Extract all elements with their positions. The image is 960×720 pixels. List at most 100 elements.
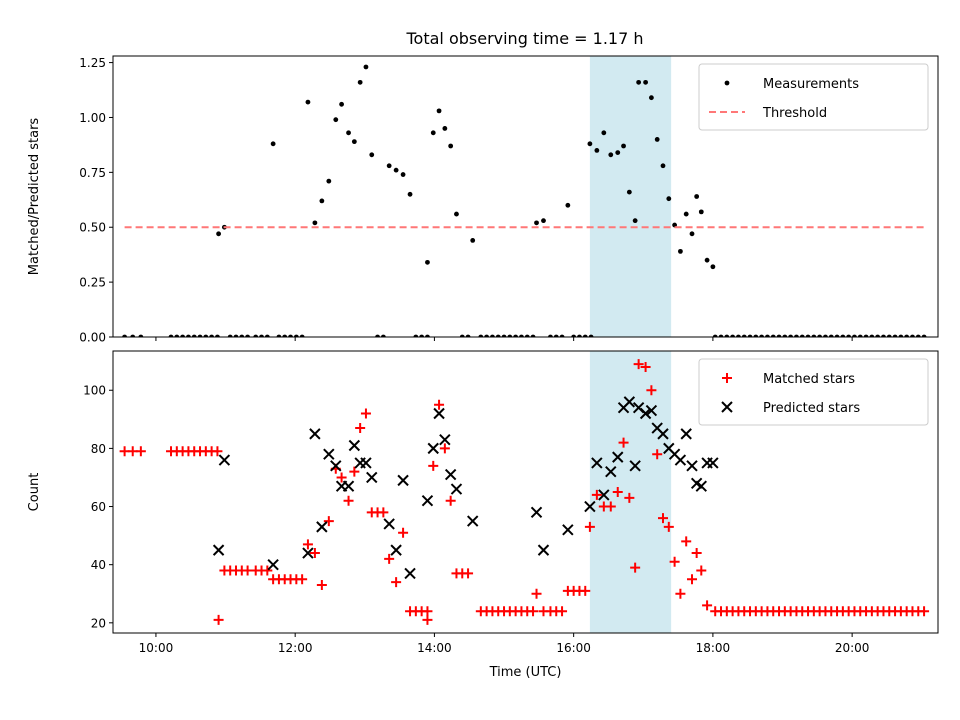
data-point bbox=[398, 527, 409, 538]
data-point bbox=[612, 451, 624, 463]
data-point bbox=[834, 334, 840, 337]
data-point bbox=[892, 334, 898, 337]
data-point bbox=[531, 588, 542, 599]
legend-marker bbox=[724, 80, 730, 86]
data-point bbox=[654, 137, 660, 142]
data-point bbox=[636, 79, 642, 85]
data-point bbox=[695, 480, 707, 492]
data-point bbox=[253, 334, 259, 337]
data-point bbox=[212, 544, 225, 556]
data-point bbox=[276, 334, 282, 337]
data-point bbox=[817, 334, 823, 337]
data-point bbox=[380, 334, 386, 337]
data-point bbox=[270, 141, 276, 147]
data-point bbox=[678, 248, 683, 254]
data-point bbox=[459, 334, 465, 337]
data-point bbox=[840, 334, 846, 337]
series-matched-stars bbox=[119, 359, 930, 625]
data-point bbox=[587, 141, 593, 147]
data-point bbox=[316, 580, 327, 591]
data-point bbox=[312, 220, 318, 226]
data-point bbox=[584, 500, 596, 513]
data-point bbox=[323, 516, 334, 527]
data-point bbox=[342, 480, 355, 492]
data-point bbox=[869, 334, 875, 337]
data-point bbox=[524, 334, 530, 337]
data-point bbox=[436, 108, 442, 114]
data-point bbox=[537, 544, 550, 556]
data-point bbox=[584, 521, 595, 532]
data-point bbox=[643, 79, 648, 85]
observing-window-span bbox=[589, 56, 672, 337]
data-point bbox=[305, 99, 311, 105]
data-point bbox=[759, 334, 765, 337]
data-point bbox=[439, 433, 451, 446]
series-measurements bbox=[122, 64, 927, 337]
data-point bbox=[765, 334, 770, 337]
data-point bbox=[594, 147, 600, 153]
data-point bbox=[698, 209, 704, 215]
data-point bbox=[663, 521, 674, 532]
data-point bbox=[197, 334, 203, 337]
data-point bbox=[640, 361, 651, 372]
data-point bbox=[863, 334, 869, 337]
data-point bbox=[293, 334, 299, 337]
data-point bbox=[465, 334, 471, 337]
data-point bbox=[621, 143, 626, 149]
data-point bbox=[770, 334, 776, 337]
data-point bbox=[666, 196, 672, 202]
data-point bbox=[645, 404, 658, 417]
data-point bbox=[886, 334, 892, 337]
data-point bbox=[828, 334, 834, 337]
data-point bbox=[580, 585, 591, 596]
data-point bbox=[363, 64, 369, 70]
data-point bbox=[633, 359, 644, 370]
data-point bbox=[753, 334, 759, 337]
data-point bbox=[428, 460, 439, 471]
data-point bbox=[686, 460, 698, 472]
data-point bbox=[669, 556, 680, 567]
data-point bbox=[130, 334, 136, 337]
data-point bbox=[528, 606, 539, 617]
data-point bbox=[788, 334, 794, 337]
data-point bbox=[267, 558, 279, 571]
data-point bbox=[632, 218, 638, 224]
data-point bbox=[174, 334, 180, 337]
data-point bbox=[375, 334, 380, 337]
data-point bbox=[707, 457, 719, 469]
data-point bbox=[470, 238, 476, 243]
data-point bbox=[852, 334, 857, 337]
data-point bbox=[782, 334, 788, 337]
data-point bbox=[630, 562, 641, 573]
legend-label: Matched stars bbox=[763, 372, 855, 387]
data-point bbox=[400, 172, 406, 177]
data-point bbox=[687, 574, 698, 585]
data-point bbox=[421, 495, 434, 507]
data-point bbox=[490, 334, 495, 337]
data-point bbox=[846, 334, 852, 337]
data-point bbox=[186, 334, 191, 337]
data-point bbox=[710, 264, 716, 270]
data-point bbox=[623, 396, 636, 408]
data-point bbox=[288, 334, 293, 337]
data-point bbox=[507, 334, 513, 337]
data-point bbox=[191, 334, 197, 337]
data-point bbox=[316, 521, 328, 533]
data-point bbox=[875, 334, 881, 337]
data-point bbox=[559, 334, 565, 337]
data-point bbox=[658, 513, 668, 524]
data-point bbox=[898, 334, 904, 337]
y-tick-label: 1.25 bbox=[79, 56, 106, 70]
data-point bbox=[571, 334, 577, 337]
y-tick-label: 60 bbox=[91, 500, 106, 514]
data-point bbox=[336, 472, 347, 483]
data-point bbox=[591, 457, 603, 469]
data-point bbox=[212, 446, 223, 457]
data-point bbox=[302, 539, 313, 550]
legend-frame bbox=[698, 358, 929, 426]
data-point bbox=[577, 334, 582, 337]
data-point bbox=[694, 194, 700, 199]
data-point bbox=[519, 334, 524, 337]
data-point bbox=[393, 167, 399, 173]
y-tick-label: 100 bbox=[83, 384, 106, 398]
